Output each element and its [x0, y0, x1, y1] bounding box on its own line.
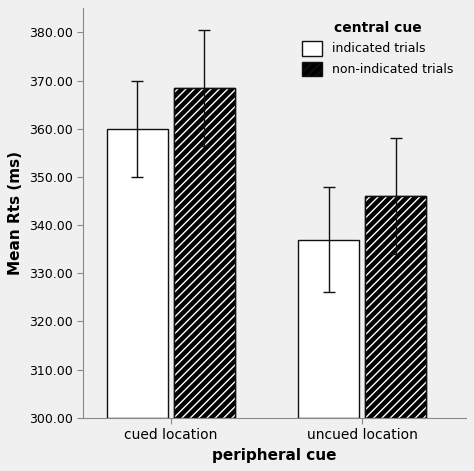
Bar [174, 88, 235, 418]
Bar [365, 196, 426, 418]
Y-axis label: Mean Rts (ms): Mean Rts (ms) [9, 151, 23, 275]
Bar [365, 196, 426, 418]
Bar [365, 196, 426, 418]
Bar [298, 239, 359, 418]
Bar [107, 129, 168, 418]
X-axis label: peripheral cue: peripheral cue [212, 447, 337, 463]
Bar [174, 88, 235, 418]
Legend: indicated trials, non-indicated trials: indicated trials, non-indicated trials [296, 15, 459, 82]
Bar [174, 88, 235, 418]
